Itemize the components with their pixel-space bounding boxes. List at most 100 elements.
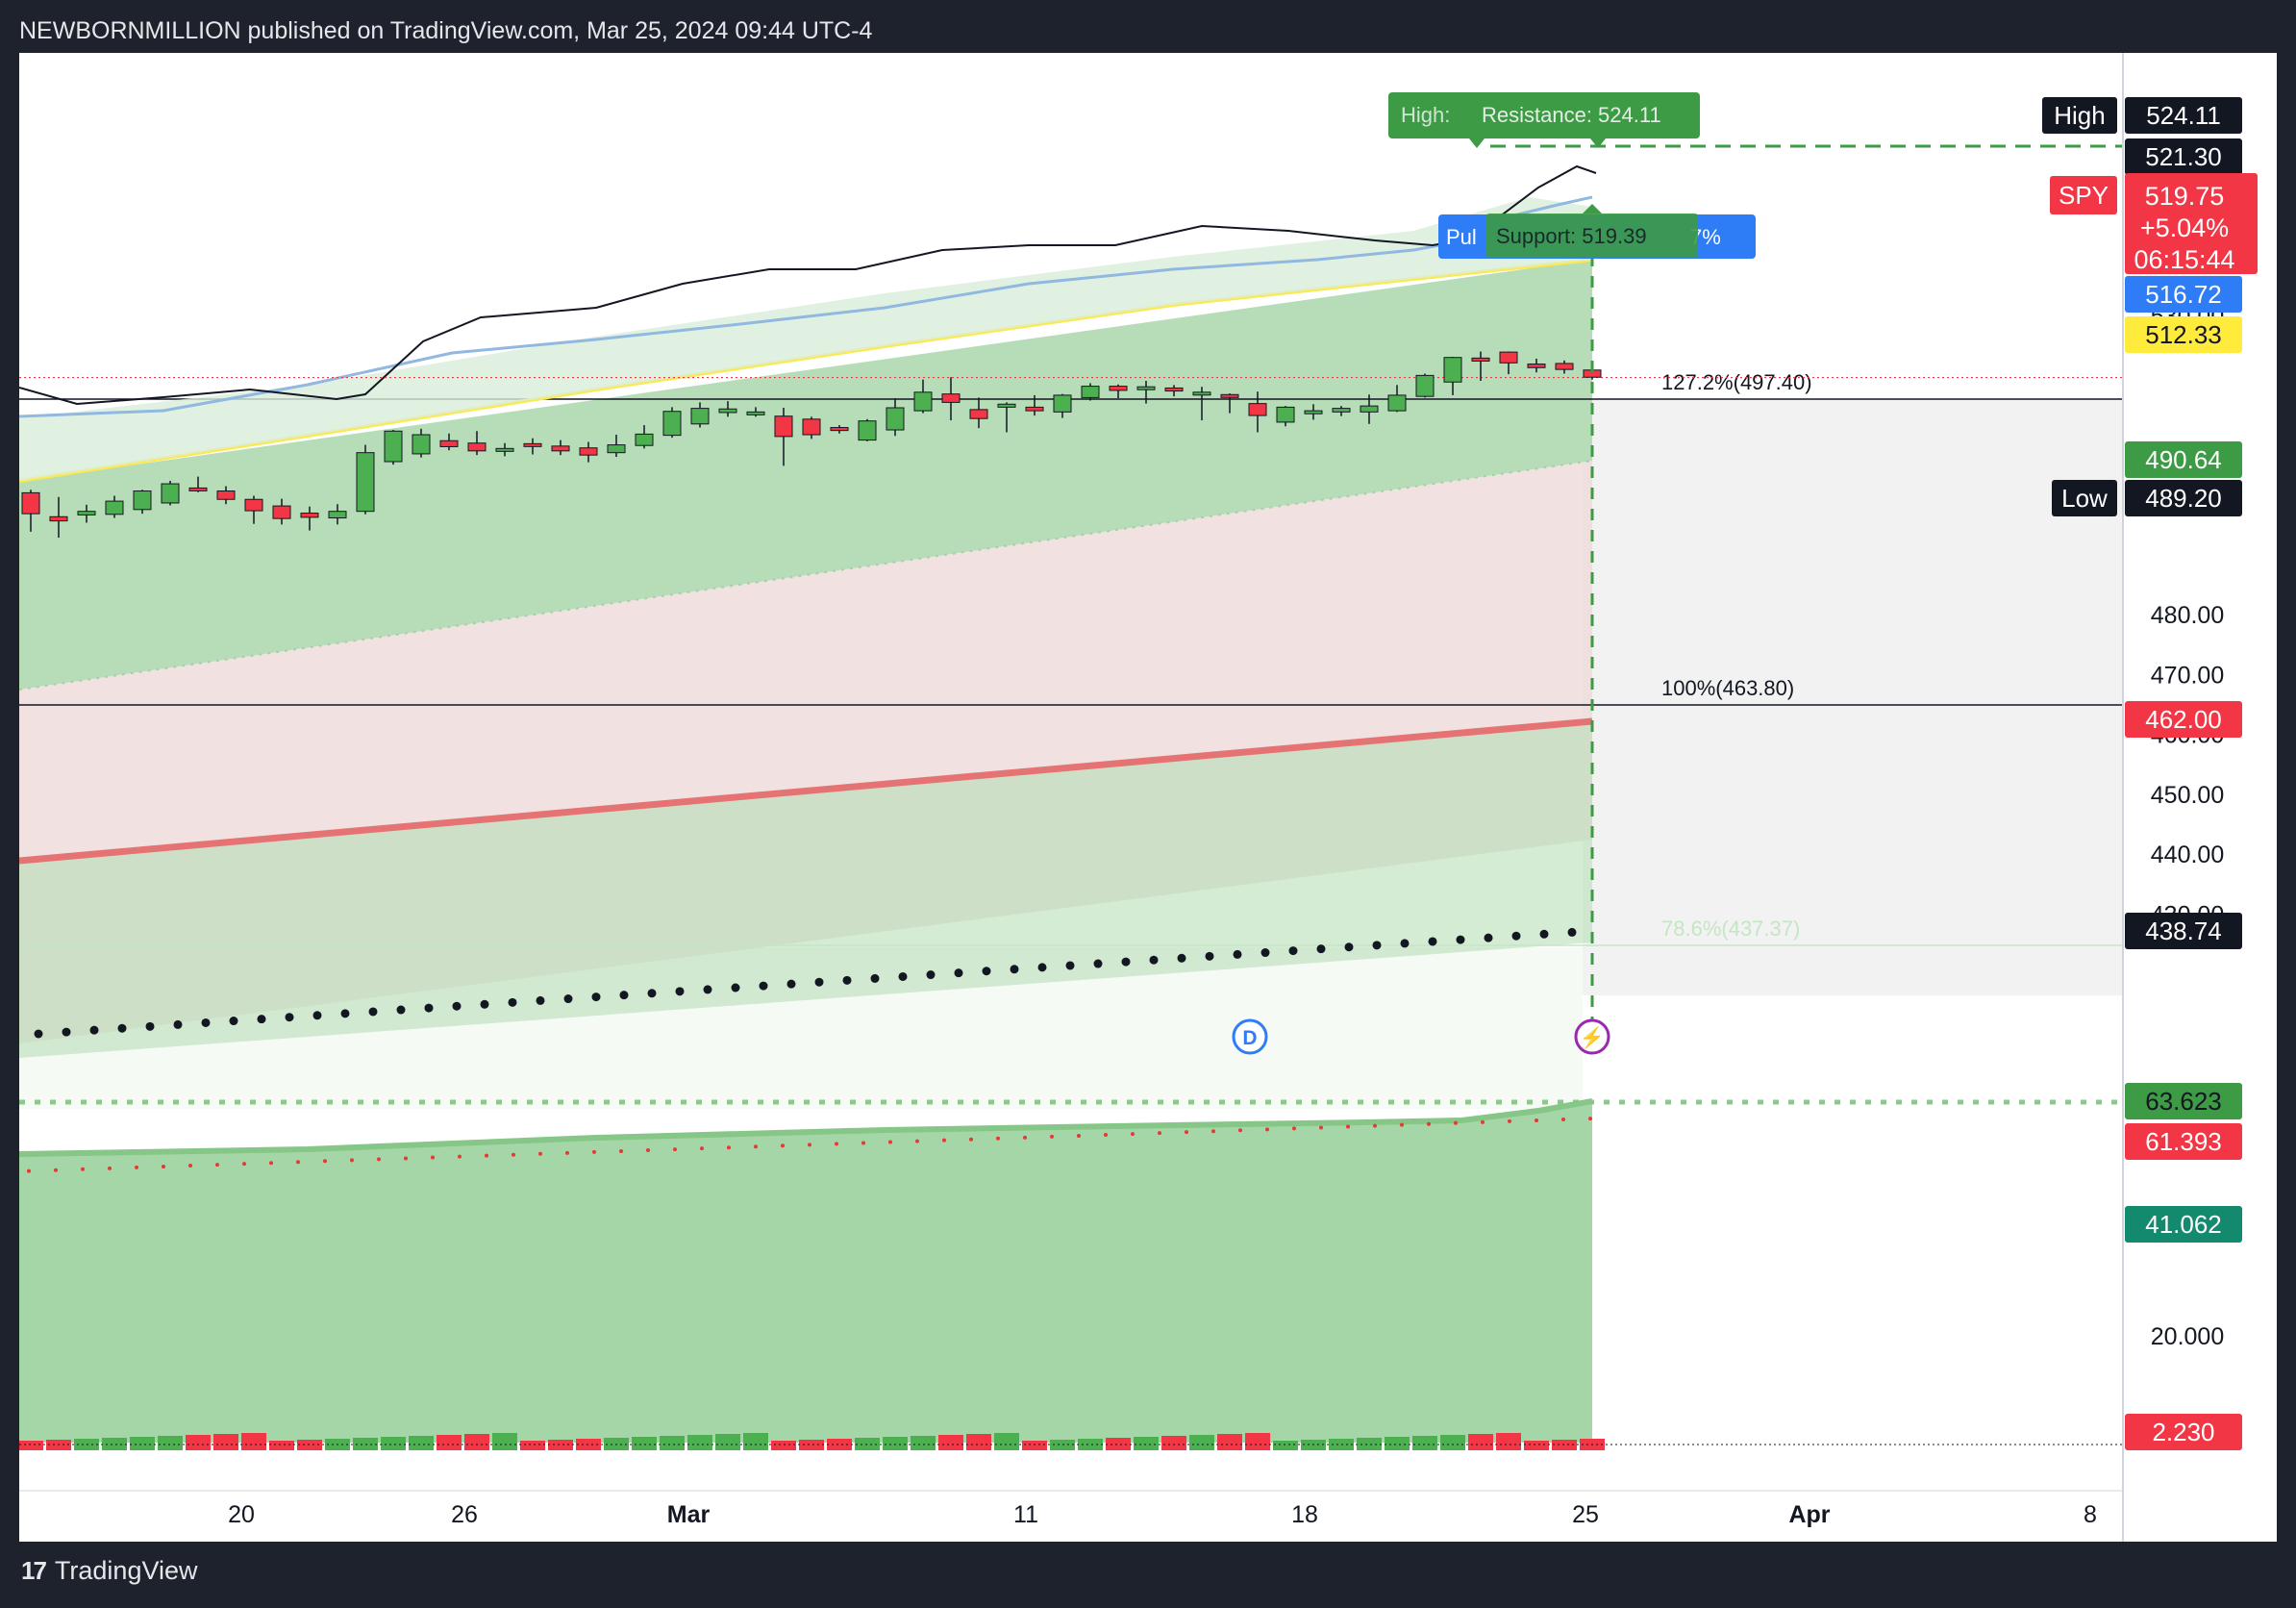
price-chart[interactable]: 127.2%(497.40)100%(463.80)78.6%(437.37) … xyxy=(19,53,2277,1542)
candle-body xyxy=(1248,403,1267,416)
candle[interactable] xyxy=(802,416,821,440)
volume-badge[interactable]: 2.230 xyxy=(2125,1414,2242,1450)
candle[interactable] xyxy=(1192,387,1211,421)
candle[interactable] xyxy=(1220,393,1239,414)
fib-786-line-label: 78.6%(437.37) xyxy=(1661,917,1800,941)
resistance-value-badge[interactable]: 521.30 xyxy=(2125,138,2242,175)
volume-bar xyxy=(994,1433,1019,1450)
chart-frame[interactable]: 127.2%(497.40) 100%(463.80) 78.6%(437.37) … xyxy=(19,53,2277,1542)
candle-body xyxy=(941,393,961,403)
candle-body xyxy=(1527,364,1546,368)
candle[interactable] xyxy=(551,440,570,456)
candle[interactable] xyxy=(690,402,710,428)
indicator-red-badge[interactable]: 61.393 xyxy=(2125,1123,2242,1160)
dotted-black-trendline xyxy=(34,927,1577,1039)
dividend-marker[interactable]: D xyxy=(1232,1018,1268,1055)
candle[interactable] xyxy=(830,425,849,434)
candle[interactable] xyxy=(1248,391,1267,433)
resistance-pill[interactable]: High: Resistance: 524.11 xyxy=(1388,92,1700,148)
green-level-badge[interactable]: 490.64 xyxy=(2125,441,2242,478)
trend-dot xyxy=(619,991,629,1000)
candle[interactable] xyxy=(328,504,347,525)
last-price-badge[interactable]: 519.75 +5.04% 06:15:44 xyxy=(2125,173,2258,274)
indicator-green-badge[interactable]: 63.623 xyxy=(2125,1083,2242,1119)
candle[interactable] xyxy=(1276,406,1295,427)
ma-blue-badge[interactable]: 516.72 xyxy=(2125,276,2242,313)
candle[interactable] xyxy=(1164,385,1184,397)
candle-body xyxy=(997,403,1016,408)
candle[interactable] xyxy=(272,498,291,525)
candle[interactable] xyxy=(746,407,765,417)
candle[interactable] xyxy=(21,490,40,532)
price-change-text: +5.04% xyxy=(2140,214,2229,242)
red-line-badge[interactable]: 462.00 xyxy=(2125,701,2242,738)
candle[interactable] xyxy=(997,402,1016,433)
candle[interactable] xyxy=(913,379,933,414)
y-tick-label: 480.00 xyxy=(2151,602,2224,629)
red-trendline xyxy=(19,717,1593,865)
candle[interactable] xyxy=(1053,393,1072,418)
candle[interactable] xyxy=(300,506,319,531)
trend-dot xyxy=(1177,953,1186,963)
candle[interactable] xyxy=(77,504,96,523)
support-pill[interactable]: Support: 519.39 xyxy=(1486,204,1698,258)
event-circle xyxy=(1574,1018,1610,1055)
high-value-badge[interactable]: 524.11 xyxy=(2125,97,2242,134)
candle[interactable] xyxy=(886,398,905,437)
candle[interactable] xyxy=(941,377,961,421)
candle[interactable] xyxy=(1415,373,1435,398)
low-value-badge[interactable]: 489.20 xyxy=(2125,480,2242,516)
candle[interactable] xyxy=(1304,404,1323,420)
candle[interactable] xyxy=(1332,406,1351,416)
indicator-red-dot xyxy=(81,1167,85,1171)
candle[interactable] xyxy=(718,401,737,417)
candle[interactable] xyxy=(1527,358,1546,373)
trend-dot xyxy=(1121,957,1131,967)
candle[interactable] xyxy=(133,490,152,515)
candle[interactable] xyxy=(1443,357,1462,395)
candle[interactable] xyxy=(244,495,263,524)
candle[interactable] xyxy=(384,430,403,465)
candle[interactable] xyxy=(216,486,236,505)
candle[interactable] xyxy=(1499,351,1518,375)
candle[interactable] xyxy=(49,496,68,539)
candle[interactable] xyxy=(1555,360,1574,374)
candle[interactable] xyxy=(1025,394,1044,416)
candle[interactable] xyxy=(439,433,459,451)
x-tick-label: Mar xyxy=(667,1501,711,1528)
tradingview-brand-text[interactable]: TradingView xyxy=(54,1556,198,1585)
indicator-teal-badge[interactable]: 41.062 xyxy=(2125,1206,2242,1243)
ma-yellow-badge[interactable]: 512.33 xyxy=(2125,316,2242,353)
high-word-badge[interactable]: High xyxy=(2042,97,2117,134)
indicator-red-dot xyxy=(1588,1117,1592,1121)
candle[interactable] xyxy=(607,435,626,458)
candle[interactable] xyxy=(495,442,514,457)
candle[interactable] xyxy=(467,431,487,456)
candle[interactable] xyxy=(523,438,542,455)
candle[interactable] xyxy=(1360,394,1379,424)
candle[interactable] xyxy=(969,397,988,429)
candle[interactable] xyxy=(1136,380,1156,404)
candle[interactable] xyxy=(1081,383,1100,401)
symbol-badge[interactable]: SPY xyxy=(2050,176,2117,214)
candle[interactable] xyxy=(662,407,682,439)
candle[interactable] xyxy=(774,407,793,466)
candle-body xyxy=(830,427,849,432)
candle[interactable] xyxy=(161,480,180,506)
candle[interactable] xyxy=(1387,385,1407,413)
trend-dot xyxy=(34,1029,43,1039)
candle[interactable] xyxy=(188,476,208,492)
dotted-black-badge[interactable]: 438.74 xyxy=(2125,913,2242,949)
candle[interactable] xyxy=(105,495,124,518)
low-word-badge[interactable]: Low xyxy=(2052,480,2117,516)
candle[interactable] xyxy=(635,425,654,449)
indicator-red-dot xyxy=(323,1159,327,1164)
candle[interactable] xyxy=(858,418,877,441)
low-value-badge-text: 489.20 xyxy=(2145,484,2222,513)
event-marker[interactable]: ⚡ xyxy=(1574,1018,1610,1055)
candle[interactable] xyxy=(579,441,598,463)
candle[interactable] xyxy=(1471,351,1490,381)
candle[interactable] xyxy=(356,444,375,515)
candle[interactable] xyxy=(1109,384,1128,399)
candle[interactable] xyxy=(412,428,431,458)
